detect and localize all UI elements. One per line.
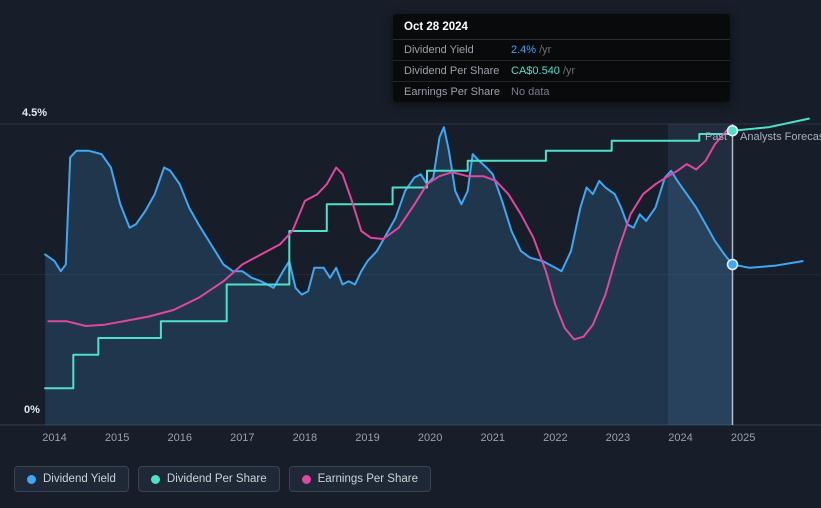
x-axis-tick-2016: 2016 — [167, 432, 192, 444]
legend-item-earnings-per-share[interactable]: Earnings Per Share — [288, 466, 431, 492]
earnings-per-share-legend-dot-icon — [301, 474, 311, 484]
dividend-yield-line — [44, 126, 804, 296]
y-axis-min-label: 0% — [24, 404, 40, 416]
x-axis-tick-2022: 2022 — [543, 432, 568, 444]
dividend-yield-legend-dot-icon — [27, 474, 36, 484]
legend-item-label: Earnings Per Share — [317, 473, 418, 485]
legend-item-dividend-yield[interactable]: Dividend Yield — [14, 466, 129, 492]
tooltip-row-label: Earnings Per Share — [404, 86, 500, 98]
legend-item-label: Dividend Yield — [43, 473, 116, 485]
tooltip-date: Oct 28 2024 — [393, 14, 730, 40]
x-axis-tick-2024: 2024 — [668, 432, 693, 444]
hover-tooltip: Oct 28 2024 Dividend Yield 2.4% /yr Divi… — [393, 14, 730, 102]
legend-item-dividend-per-share[interactable]: Dividend Per Share — [137, 466, 280, 492]
dividend-per-share-legend-dot-icon — [150, 474, 160, 484]
dividend-per-share-forecast-line — [731, 117, 810, 132]
forecast-zone-label: Analysts Forecasts — [740, 131, 821, 143]
tooltip-row-value: No data — [511, 86, 550, 98]
earnings-per-share-line — [47, 125, 732, 341]
tooltip-row-label: Dividend Per Share — [404, 65, 500, 77]
x-axis-tick-2019: 2019 — [355, 432, 380, 444]
tooltip-row-suffix: /yr — [562, 65, 576, 77]
past-zone-label: Past — [704, 131, 727, 143]
tooltip-row-label: Dividend Yield — [404, 44, 474, 56]
x-axis: 2014 2015 2016 2017 2018 2019 2020 2021 2022 2023… — [0, 432, 821, 448]
dividend-per-share-line — [44, 129, 734, 390]
dividend-yield-area — [45, 127, 733, 426]
x-axis-tick-2017: 2017 — [230, 432, 255, 444]
y-axis-max-label: 4.5% — [22, 107, 48, 119]
x-axis-tick-2020: 2020 — [417, 432, 443, 444]
x-axis-tick-2018: 2018 — [292, 432, 318, 444]
tooltip-row-earnings-per-share: Earnings Per Share No data — [393, 81, 730, 102]
tooltip-row-value: 2.4% — [511, 44, 537, 56]
x-axis-tick-2021: 2021 — [480, 432, 505, 444]
tooltip-row-dividend-yield: Dividend Yield 2.4% /yr — [393, 40, 730, 60]
x-axis-tick-2014: 2014 — [42, 432, 67, 444]
tooltip-row-value: CA$0.540 — [511, 65, 560, 77]
hover-highlight-band — [668, 124, 733, 425]
legend-item-label: Dividend Per Share — [166, 473, 267, 485]
tooltip-row-suffix: /yr — [539, 44, 552, 56]
x-axis-tick-2015: 2015 — [104, 432, 130, 444]
legend: Dividend Yield Dividend Per Share Earnin… — [14, 466, 431, 492]
tooltip-row-dividend-per-share: Dividend Per Share CA$0.540 /yr — [393, 60, 730, 81]
x-axis-tick-2023: 2023 — [605, 432, 631, 444]
dividend-per-share-marker[interactable] — [726, 124, 739, 137]
dividend-yield-marker[interactable] — [726, 258, 739, 271]
x-axis-tick-2025: 2025 — [730, 432, 756, 444]
